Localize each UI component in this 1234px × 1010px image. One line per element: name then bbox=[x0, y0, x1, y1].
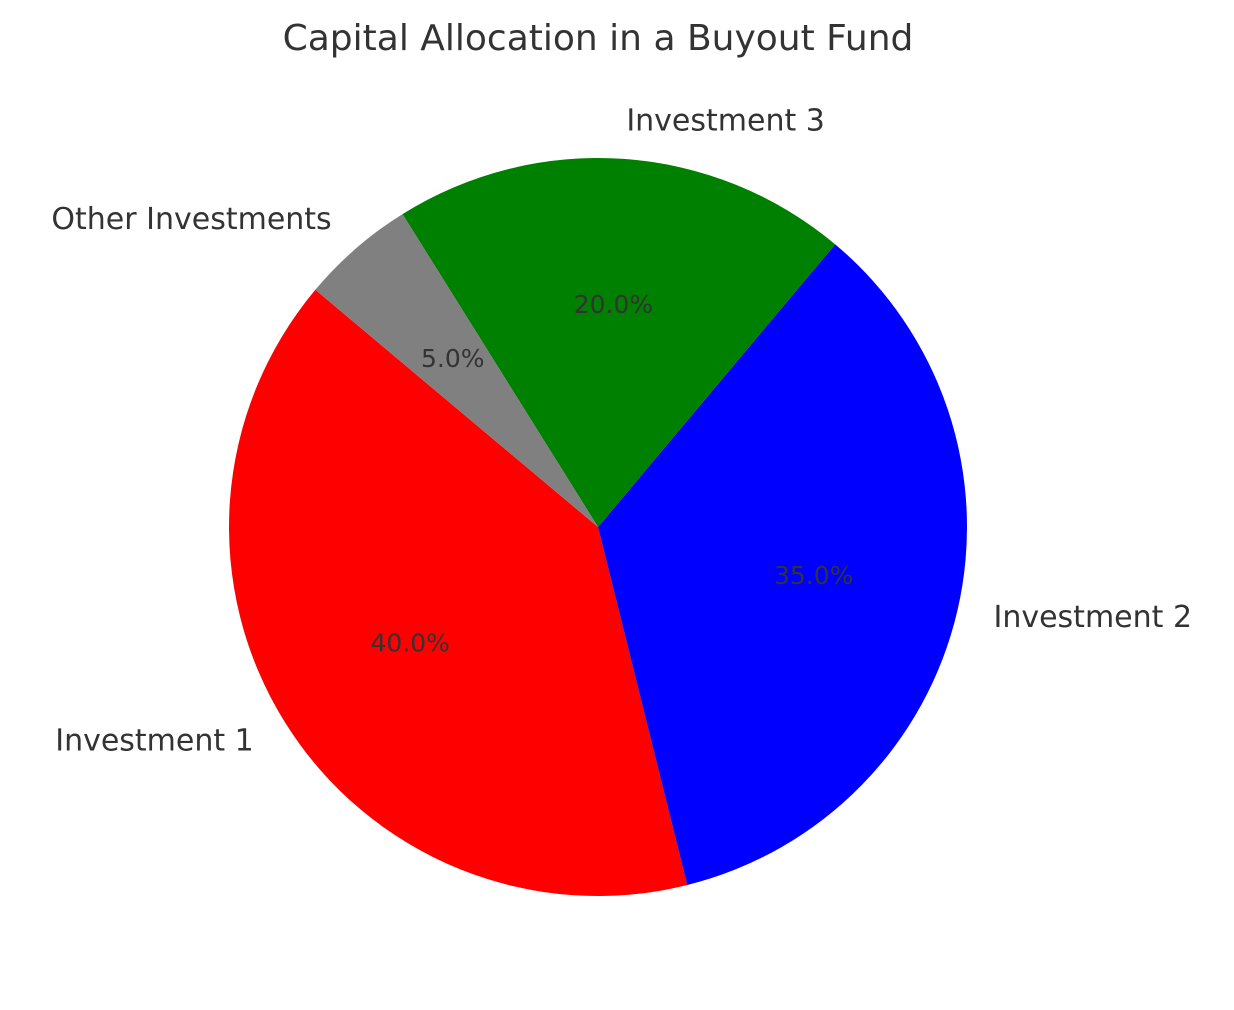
slice-percent-label: 35.0% bbox=[774, 561, 853, 590]
slice-label: Investment 3 bbox=[626, 104, 825, 139]
slice-percent-label: 5.0% bbox=[421, 344, 485, 373]
slice-label: Other Investments bbox=[51, 202, 331, 237]
slice-label: Investment 2 bbox=[993, 600, 1192, 635]
pie-slice-1 bbox=[229, 289, 688, 896]
pie-slice-4 bbox=[315, 214, 598, 527]
slice-label: Investment 1 bbox=[55, 724, 254, 759]
pie-percent-labels: 40.0% 35.0% 20.0% 5.0% bbox=[371, 290, 854, 657]
slice-percent-label: 20.0% bbox=[574, 290, 653, 319]
pie-slice-3 bbox=[402, 158, 836, 528]
slice-percent-label: 40.0% bbox=[371, 628, 450, 657]
pie-slice-2 bbox=[598, 244, 968, 886]
chart-title: Capital Allocation in a Buyout Fund bbox=[283, 18, 914, 59]
pie-labels: Investment 1 Investment 2 Investment 3 Othe… bbox=[51, 104, 1192, 759]
pie-slices bbox=[229, 158, 968, 896]
